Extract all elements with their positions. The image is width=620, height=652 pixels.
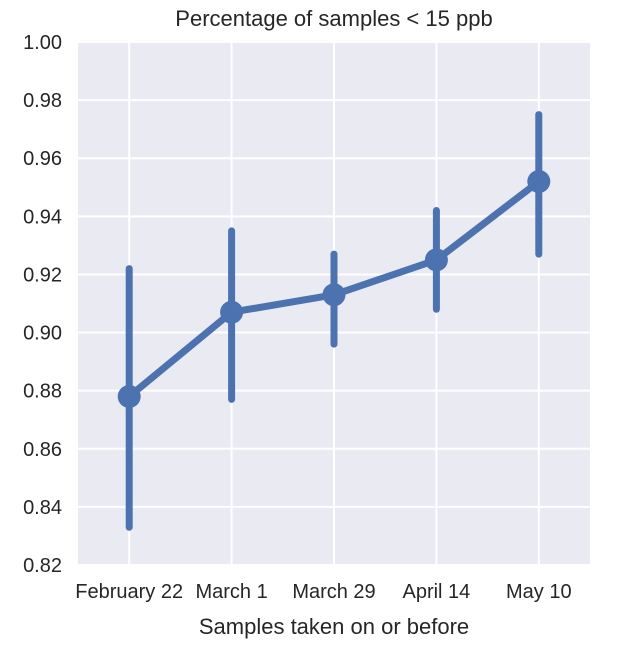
data-point bbox=[117, 384, 141, 408]
chart-title: Percentage of samples < 15 ppb bbox=[175, 6, 492, 31]
x-tick-label: March 29 bbox=[292, 581, 375, 603]
y-tick-label: 0.94 bbox=[23, 206, 62, 228]
y-tick-label: 1.00 bbox=[23, 32, 62, 54]
y-tick-label: 0.88 bbox=[23, 381, 62, 403]
data-series bbox=[117, 111, 551, 531]
data-point bbox=[424, 248, 448, 272]
x-tick-label: April 14 bbox=[402, 581, 470, 603]
y-tick-label: 0.92 bbox=[23, 264, 62, 286]
data-point bbox=[527, 169, 551, 193]
x-axis-ticks: February 22 March 1 March 29 April 14 May 10 bbox=[75, 581, 571, 603]
x-tick-label: March 1 bbox=[195, 581, 267, 603]
y-tick-label: 0.84 bbox=[23, 497, 62, 519]
y-tick-label: 0.98 bbox=[23, 90, 62, 112]
data-point bbox=[322, 283, 346, 307]
y-tick-label: 0.90 bbox=[23, 323, 62, 345]
x-tick-label: May 10 bbox=[506, 581, 572, 603]
x-axis-label: Samples taken on or before bbox=[199, 614, 469, 639]
y-tick-label: 0.82 bbox=[23, 555, 62, 577]
data-point bbox=[220, 300, 244, 324]
x-tick-label: February 22 bbox=[75, 581, 183, 603]
y-axis-ticks: 0.82 0.84 0.86 0.88 0.90 0.92 0.94 0.96 0.98 1.00 bbox=[23, 32, 62, 577]
y-tick-label: 0.86 bbox=[23, 439, 62, 461]
y-tick-label: 0.96 bbox=[23, 148, 62, 170]
